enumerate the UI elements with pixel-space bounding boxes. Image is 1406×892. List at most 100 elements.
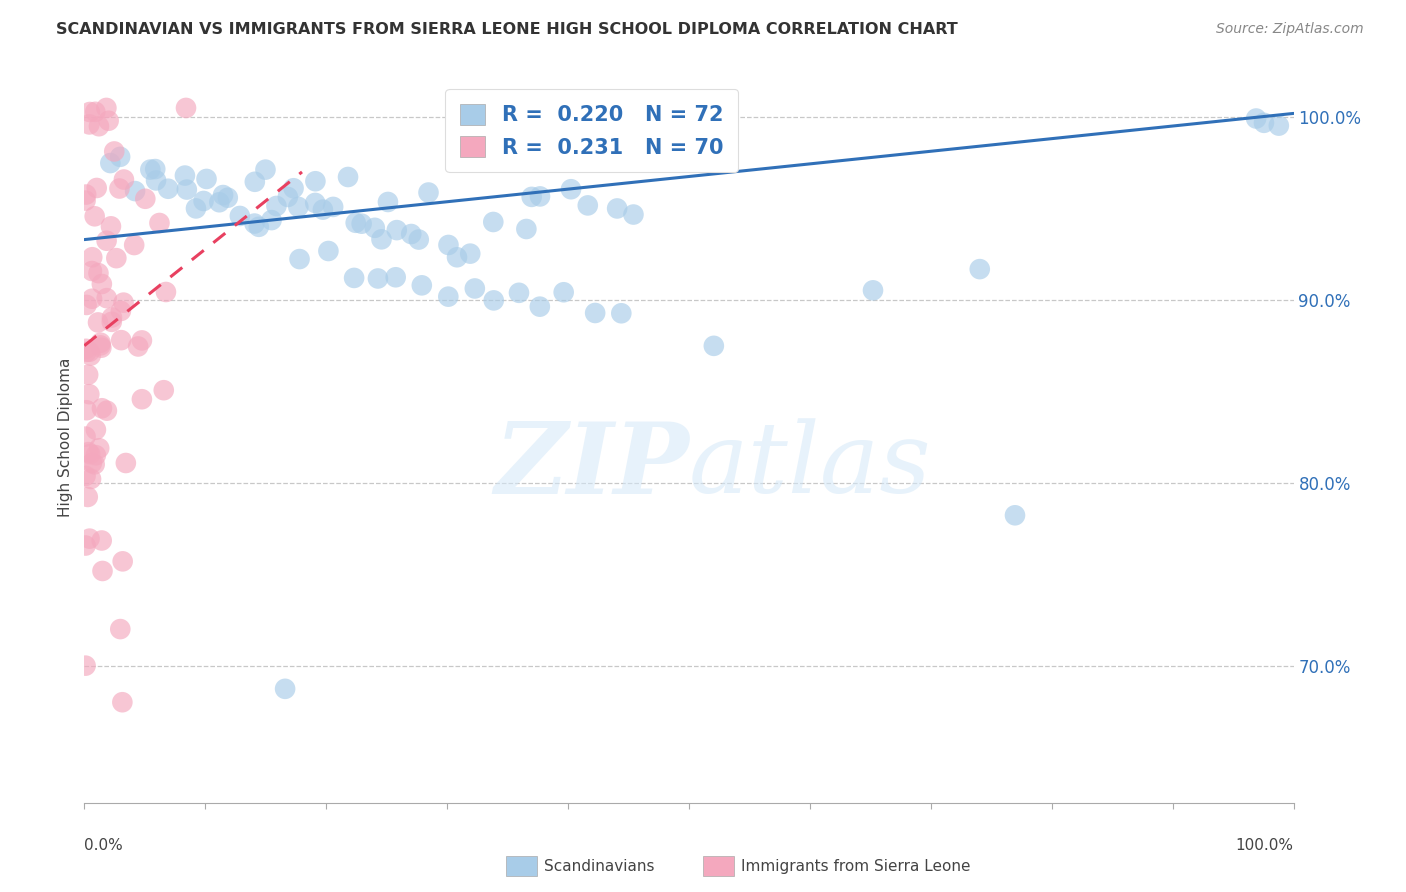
Point [76, 403, 98, 417]
Text: Source: ZipAtlas.com: Source: ZipAtlas.com [1216, 22, 1364, 37]
Point [623, 208, 645, 222]
Point [79, 532, 101, 546]
Point [1244, 112, 1267, 126]
Point [464, 281, 486, 295]
Point [155, 285, 177, 299]
Point [115, 456, 138, 470]
Point [112, 295, 135, 310]
Point [124, 184, 146, 198]
Point [79, 105, 101, 120]
Point [110, 622, 132, 636]
Point [127, 339, 149, 353]
Point [322, 200, 344, 214]
Point [288, 252, 311, 266]
Point [529, 189, 551, 203]
Point [350, 217, 373, 231]
Point [384, 270, 406, 285]
Point [87, 315, 110, 329]
Point [80, 264, 103, 278]
Point [97, 113, 120, 128]
Point [174, 169, 197, 183]
Point [79, 117, 101, 131]
Point [110, 304, 132, 318]
Point [318, 244, 340, 258]
Point [75, 539, 97, 553]
Point [529, 300, 551, 314]
Text: 0.0%: 0.0% [84, 838, 124, 853]
Point [277, 190, 299, 204]
Point [90, 338, 112, 352]
Point [105, 251, 128, 265]
Point [176, 182, 198, 196]
Point [446, 250, 468, 264]
Point [385, 223, 408, 237]
Point [75, 194, 97, 208]
Point [75, 429, 97, 443]
Point [212, 188, 235, 202]
Point [152, 383, 174, 397]
Point [217, 191, 239, 205]
Point [208, 195, 231, 210]
Point [260, 213, 283, 227]
Point [337, 169, 360, 184]
Point [90, 533, 112, 548]
Text: SCANDINAVIAN VS IMMIGRANTS FROM SIERRA LEONE HIGH SCHOOL DIPLOMA CORRELATION CHA: SCANDINAVIAN VS IMMIGRANTS FROM SIERRA L… [56, 22, 957, 37]
Point [90, 277, 112, 291]
Point [112, 172, 135, 186]
Point [364, 220, 387, 235]
Point [80, 472, 103, 486]
Point [139, 162, 162, 177]
Point [111, 695, 134, 709]
Point [243, 217, 266, 231]
Point [77, 445, 100, 459]
Point [131, 392, 153, 407]
Point [143, 162, 166, 177]
Point [515, 222, 537, 236]
Point [110, 333, 132, 347]
Point [157, 182, 180, 196]
Point [76, 298, 98, 312]
Point [82, 250, 104, 264]
Point [89, 441, 111, 455]
Point [610, 306, 633, 320]
Point [91, 401, 114, 416]
Point [75, 658, 97, 673]
Legend: R =  0.220   N = 72, R =  0.231   N = 70: R = 0.220 N = 72, R = 0.231 N = 70 [446, 89, 738, 172]
Point [103, 145, 125, 159]
Point [254, 162, 277, 177]
Point [100, 315, 122, 329]
Point [344, 216, 367, 230]
Point [583, 306, 606, 320]
Point [437, 238, 460, 252]
Point [266, 199, 288, 213]
Point [75, 469, 97, 483]
Point [96, 403, 118, 417]
Point [79, 344, 101, 359]
Point [367, 271, 389, 285]
Point [83, 209, 105, 223]
Point [131, 334, 153, 348]
Point [75, 187, 97, 202]
Point [553, 285, 575, 300]
Point [229, 209, 252, 223]
Point [520, 190, 543, 204]
Point [399, 227, 422, 241]
Point [458, 246, 481, 260]
Point [108, 150, 131, 164]
Point [243, 175, 266, 189]
Text: Immigrants from Sierra Leone: Immigrants from Sierra Leone [741, 859, 970, 873]
Point [560, 182, 582, 196]
Point [111, 554, 134, 568]
Point [437, 290, 460, 304]
Point [418, 186, 440, 200]
Point [108, 181, 131, 195]
Point [411, 278, 433, 293]
Point [75, 342, 97, 356]
Point [482, 293, 505, 308]
Point [274, 681, 297, 696]
Point [370, 232, 392, 246]
Point [91, 564, 114, 578]
Point [969, 262, 991, 277]
Point [408, 233, 430, 247]
Point [703, 339, 725, 353]
